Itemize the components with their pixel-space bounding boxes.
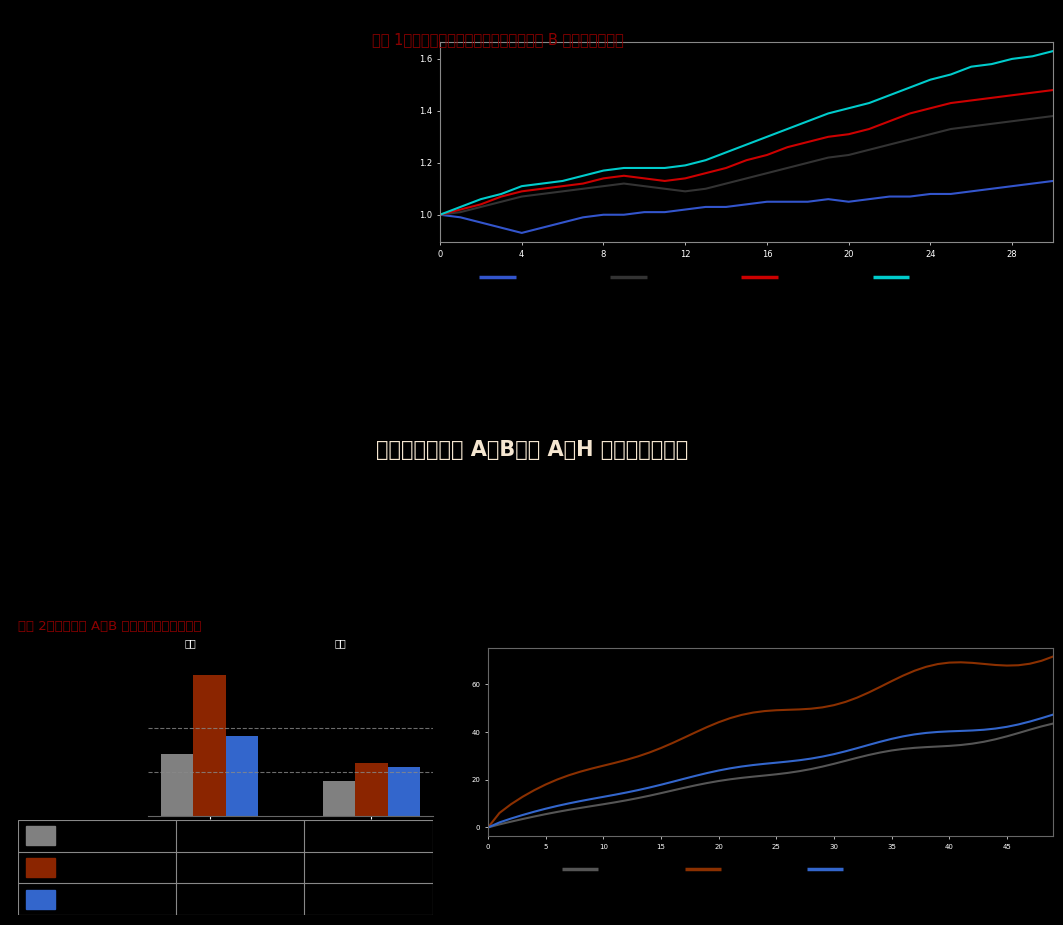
Bar (355, 763, 388, 816)
Text: A股: A股 (606, 864, 620, 874)
Text: HSI  Index: HSI Index (526, 270, 589, 283)
Text: 图表 1：近一月上证綜指、恒生指数、沪深 B 股指数相对走势: 图表 1：近一月上证綜指、恒生指数、沪深 B 股指数相对走势 (372, 32, 624, 47)
Bar (27, 826, 55, 845)
Text: H股: H股 (850, 864, 865, 874)
Text: 图表 2：沪市同含 A、B 股股票近一月相对走势: 图表 2：沪市同含 A、B 股股票近一月相对走势 (18, 620, 202, 633)
Text: 上证指数: 上证指数 (657, 270, 688, 283)
Bar (27, 890, 55, 908)
Bar (225, 736, 258, 816)
Text: 深证 B 指: 深证 B 指 (919, 270, 959, 283)
Bar (323, 781, 355, 816)
Bar (193, 674, 225, 816)
Bar (388, 768, 420, 816)
Text: 二、近一月同含 A、B，或 A、H 股公司相对走势: 二、近一月同含 A、B，或 A、H 股公司相对走势 (375, 440, 688, 460)
Text: 深市: 深市 (334, 638, 345, 648)
Bar (27, 858, 55, 877)
Bar (161, 754, 193, 816)
Text: 上海 B 指: 上海 B 指 (789, 270, 828, 283)
Text: 沪市: 沪市 (184, 638, 196, 648)
Text: B股: B股 (728, 864, 742, 874)
